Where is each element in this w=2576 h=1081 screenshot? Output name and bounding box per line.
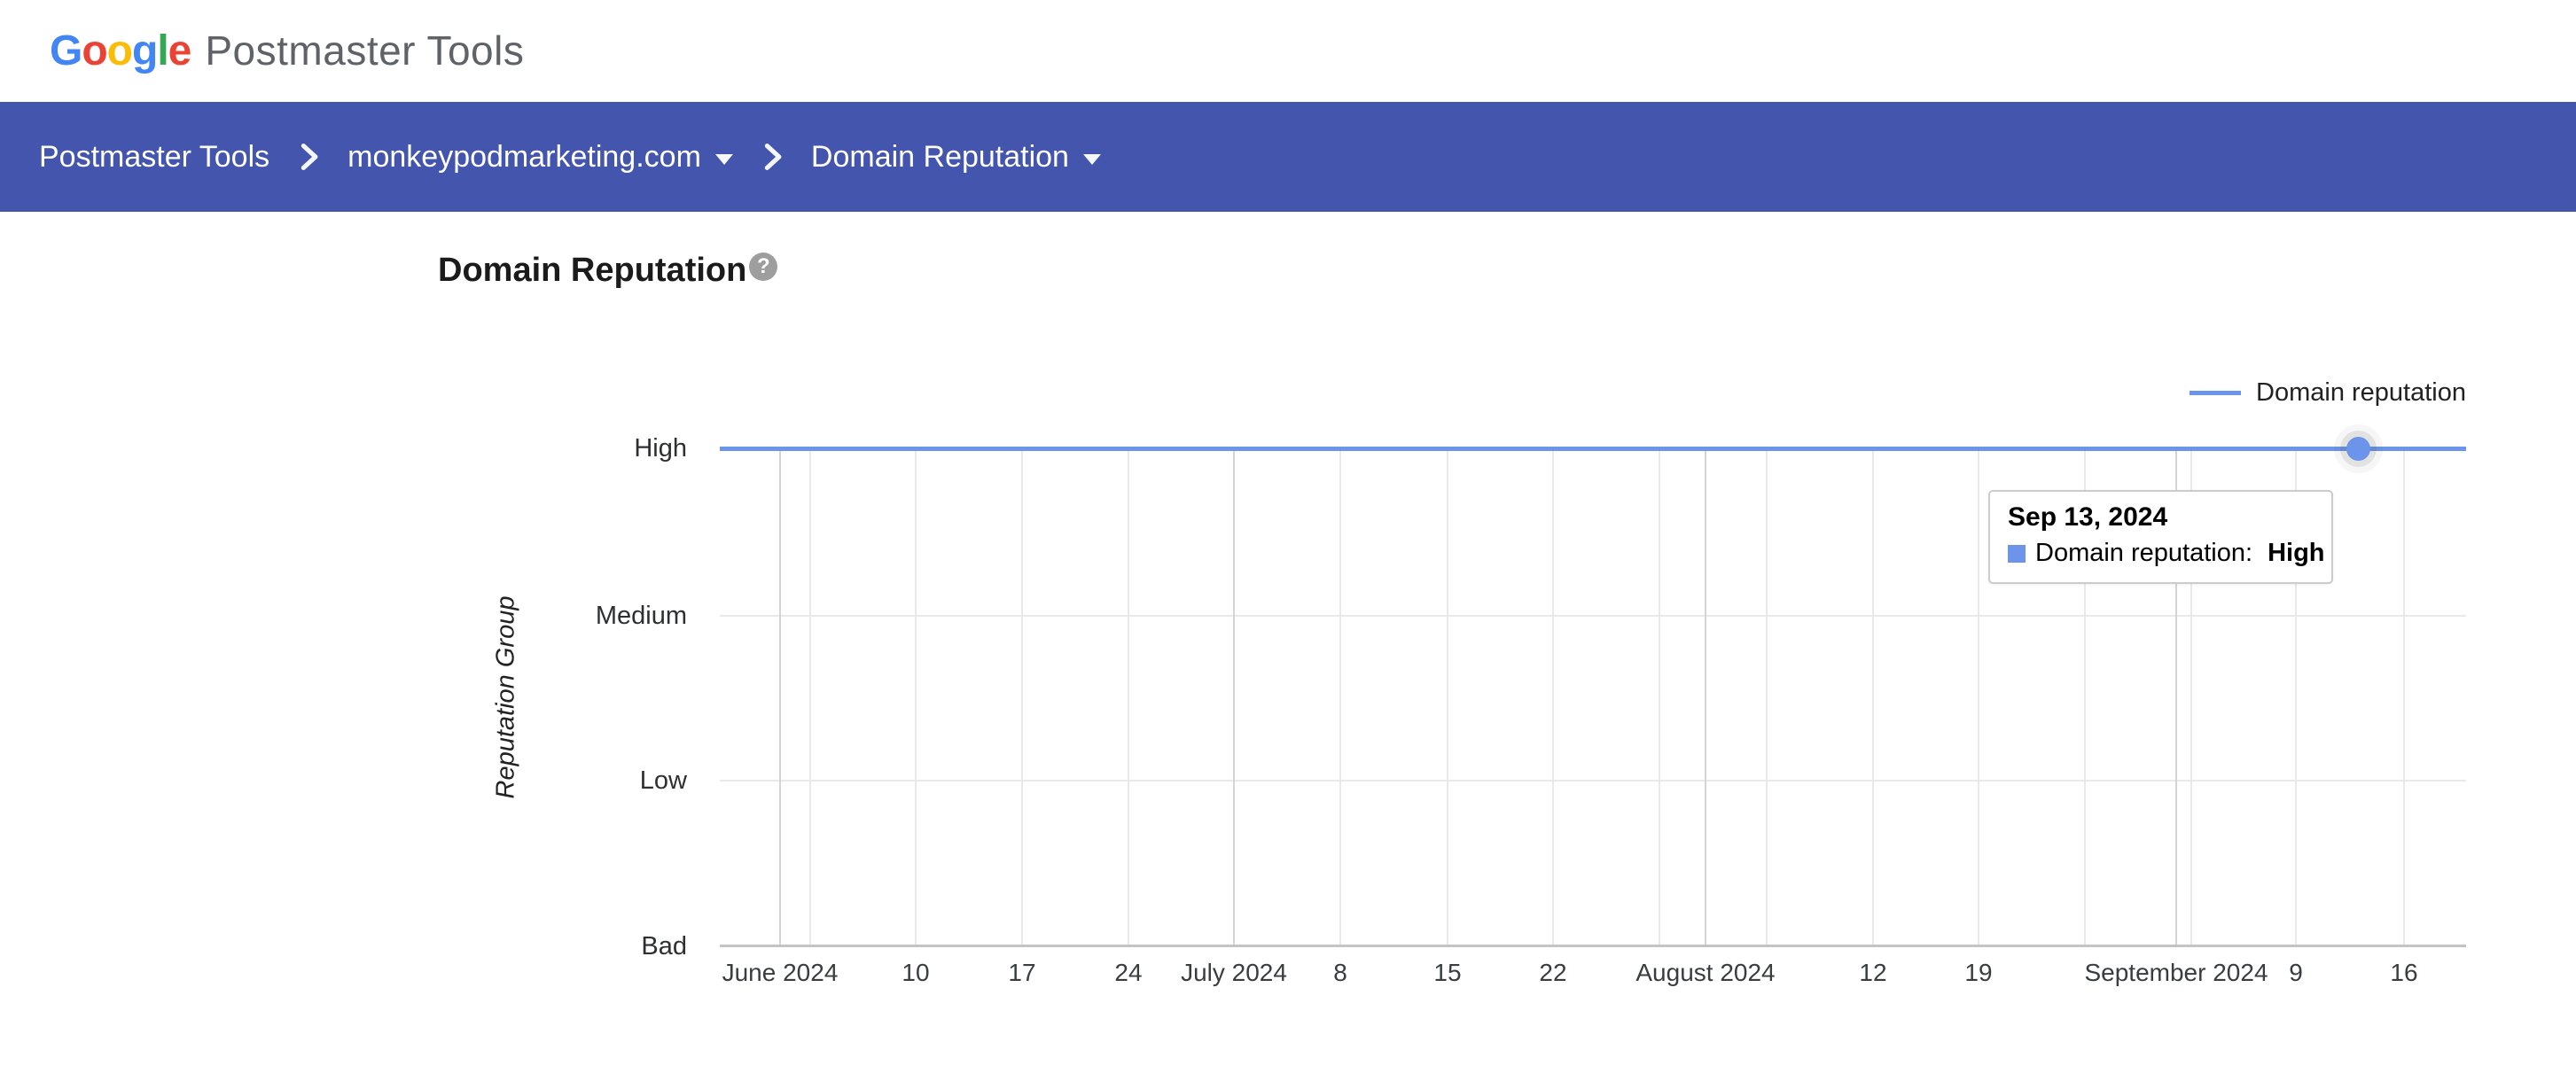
horizontal-gridline [720,780,2466,782]
breadcrumb-label: Postmaster Tools [39,139,270,174]
selected-data-point[interactable] [2346,437,2370,461]
page-title-row: Domain Reputation ? [438,251,778,290]
vertical-gridline [1339,448,1341,946]
domain-reputation-line[interactable] [720,447,2466,451]
breadcrumb-label: monkeypodmarketing.com [347,139,701,174]
horizontal-gridline [720,615,2466,617]
logo-product-name: Postmaster Tools [205,27,525,74]
x-axis-tick-label: 12 [1859,959,1887,986]
vertical-gridline [1872,448,1874,946]
breadcrumb-bar: Postmaster Tools monkeypodmarketing.com … [0,102,2576,212]
vertical-gridline [809,448,811,946]
legend-line-swatch-icon [2190,390,2242,395]
vertical-gridline [779,448,781,946]
breadcrumb-item-domain-selector[interactable]: monkeypodmarketing.com [347,140,733,175]
chart-legend: Domain reputation [2190,376,2466,409]
vertical-gridline [2295,448,2297,946]
vertical-gridline [1659,448,1660,946]
vertical-gridline [1447,448,1448,946]
logo-letter: o [106,27,133,74]
vertical-gridline [1128,448,1129,946]
tooltip-series-row: Domain reputation: High [2008,539,2331,568]
legend-label: Domain reputation [2256,377,2466,407]
x-axis-tick-label: 9 [2289,959,2303,986]
breadcrumb-item-postmaster-tools[interactable]: Postmaster Tools [39,140,269,175]
vertical-gridline [1233,448,1235,946]
chart-plot-area [720,437,2466,947]
y-axis-tick-label: Bad [641,932,687,960]
dropdown-caret-icon[interactable] [1082,153,1101,165]
vertical-gridline [2084,448,2086,946]
tooltip-date: Sep 13, 2024 [2008,502,2168,532]
logo-letter: o [82,27,107,74]
x-axis-tick-label: June 2024 [722,959,839,986]
tooltip-series-value: High [2268,539,2325,567]
chart-tooltip: Sep 13, 2024 Domain reputation: High [1988,490,2333,584]
vertical-gridline [2190,448,2192,946]
logo-letter: g [132,27,158,74]
logo-letter: G [50,27,82,74]
tooltip-series-swatch-icon [2008,544,2026,563]
chevron-right-icon [296,141,321,173]
x-axis-tick-label: 10 [902,959,930,986]
x-axis-tick-label: 19 [1964,959,1993,986]
logo-letter: l [157,27,168,74]
help-icon[interactable]: ? [749,253,778,281]
x-axis-baseline [720,945,2466,947]
x-axis-tick-label: September 2024 [2084,959,2268,986]
x-axis-tick-label: 24 [1114,959,1143,986]
y-axis-tick-label: Medium [595,602,687,630]
vertical-gridline [915,448,917,946]
vertical-gridline [1021,448,1023,946]
vertical-gridline [1705,448,1706,946]
y-axis-title: Reputation Group [491,595,520,799]
x-axis-tick-label: August 2024 [1635,959,1776,986]
vertical-gridline [1766,448,1768,946]
x-axis-tick-label: 17 [1008,959,1036,986]
tooltip-series-label: Domain reputation: [2035,539,2260,567]
y-axis-tick-label: High [634,434,687,463]
x-axis-tick-label: 15 [1433,959,1462,986]
y-axis-tick-label: Low [639,766,687,795]
vertical-gridline [1552,448,1554,946]
vertical-gridline [2175,448,2177,946]
vertical-gridline [1978,448,1979,946]
x-axis-tick-label: July 2024 [1181,959,1287,986]
x-axis-tick-label: 22 [1539,959,1567,986]
logo-letter: e [168,27,192,74]
chevron-right-icon [760,141,785,173]
page-title: Domain Reputation [438,252,747,289]
x-axis-tick-label: 8 [1333,959,1347,986]
breadcrumb-label: Domain Reputation [810,139,1069,174]
vertical-gridline [2403,448,2405,946]
dropdown-caret-icon[interactable] [714,153,733,165]
breadcrumb-item-report-selector[interactable]: Domain Reputation [811,140,1101,175]
x-axis-tick-label: 16 [2390,959,2418,986]
